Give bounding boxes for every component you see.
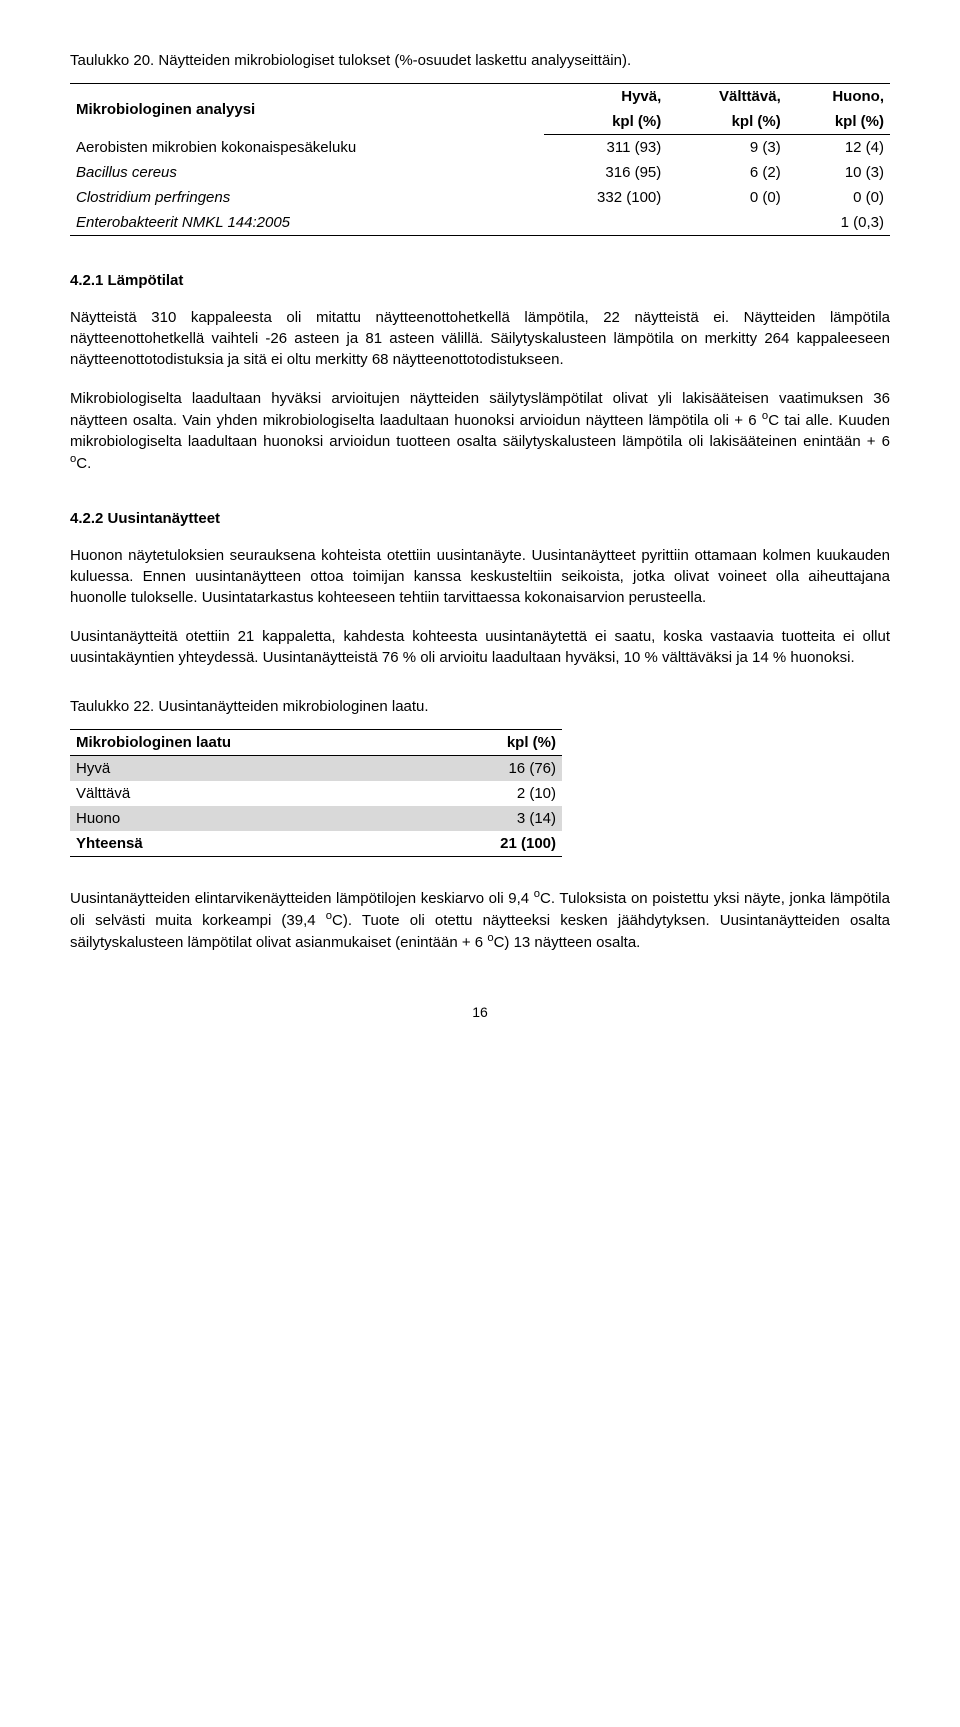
text-span: C.: [76, 455, 91, 472]
table-row: Bacillus cereus 316 (95) 6 (2) 10 (3): [70, 160, 890, 185]
table-row: Huono 3 (14): [70, 806, 562, 831]
cell-value: 12 (4): [787, 135, 890, 161]
cell-value: 332 (100): [544, 185, 668, 210]
page-number: 16: [70, 1003, 890, 1023]
cell-label: Hyvä: [70, 756, 420, 782]
table-row: Välttävä 2 (10): [70, 781, 562, 806]
table-row: Clostridium perfringens 332 (100) 0 (0) …: [70, 185, 890, 210]
col-header-quality: Mikrobiologinen laatu: [70, 730, 420, 756]
table1-caption: Taulukko 20. Näytteiden mikrobiologiset …: [70, 50, 890, 71]
table2-caption: Taulukko 22. Uusintanäytteiden mikrobiol…: [70, 696, 890, 717]
cell-value: 21 (100): [420, 831, 562, 857]
cell-value: 16 (76): [420, 756, 562, 782]
cell-value: 9 (3): [667, 135, 786, 161]
col-header-fair-1: Välttävä,: [667, 84, 786, 110]
cell-value: 2 (10): [420, 781, 562, 806]
paragraph-temperatures-2: Mikrobiologiselta laadultaan hyväksi arv…: [70, 388, 890, 474]
table-row: Aerobisten mikrobien kokonaispesäkeluku …: [70, 135, 890, 161]
text-span: Uusintanäytteiden elintarvikenäytteiden …: [70, 890, 534, 907]
table-row: Yhteensä 21 (100): [70, 831, 562, 857]
cell-label: Bacillus cereus: [70, 160, 544, 185]
cell-label: Yhteensä: [70, 831, 420, 857]
cell-label: Huono: [70, 806, 420, 831]
cell-value: [667, 210, 786, 236]
cell-value: [544, 210, 668, 236]
cell-value: 0 (0): [667, 185, 786, 210]
cell-label: Aerobisten mikrobien kokonaispesäkeluku: [70, 135, 544, 161]
col-header-poor-1: Huono,: [787, 84, 890, 110]
cell-label: Välttävä: [70, 781, 420, 806]
retest-quality-table: Mikrobiologinen laatu kpl (%) Hyvä 16 (7…: [70, 729, 562, 857]
cell-value: 1 (0,3): [787, 210, 890, 236]
paragraph-temperatures-1: Näytteistä 310 kappaleesta oli mitattu n…: [70, 307, 890, 370]
col-header-count: kpl (%): [420, 730, 562, 756]
cell-value: 0 (0): [787, 185, 890, 210]
paragraph-retest-2: Uusintanäytteitä otettiin 21 kappaletta,…: [70, 626, 890, 668]
text-span: C) 13 näytteen osalta.: [494, 934, 641, 951]
table-row: Enterobakteerit NMKL 144:2005 1 (0,3): [70, 210, 890, 236]
cell-value: 6 (2): [667, 160, 786, 185]
cell-value: 311 (93): [544, 135, 668, 161]
col-header-fair-2: kpl (%): [667, 109, 786, 135]
col-header-poor-2: kpl (%): [787, 109, 890, 135]
section-heading-temperatures: 4.2.1 Lämpötilat: [70, 270, 890, 291]
section-heading-retest: 4.2.2 Uusintanäytteet: [70, 508, 890, 529]
cell-value: 3 (14): [420, 806, 562, 831]
table-row: Hyvä 16 (76): [70, 756, 562, 782]
microbiology-results-table: Mikrobiologinen analyysi Hyvä, Välttävä,…: [70, 83, 890, 236]
paragraph-retest-1: Huonon näytetuloksien seurauksena kohtei…: [70, 545, 890, 608]
col-header-analysis: Mikrobiologinen analyysi: [70, 84, 544, 135]
paragraph-retest-temp: Uusintanäytteiden elintarvikenäytteiden …: [70, 887, 890, 953]
cell-value: 10 (3): [787, 160, 890, 185]
col-header-good-2: kpl (%): [544, 109, 668, 135]
cell-value: 316 (95): [544, 160, 668, 185]
col-header-good-1: Hyvä,: [544, 84, 668, 110]
cell-label: Enterobakteerit NMKL 144:2005: [70, 210, 544, 236]
cell-label: Clostridium perfringens: [70, 185, 544, 210]
